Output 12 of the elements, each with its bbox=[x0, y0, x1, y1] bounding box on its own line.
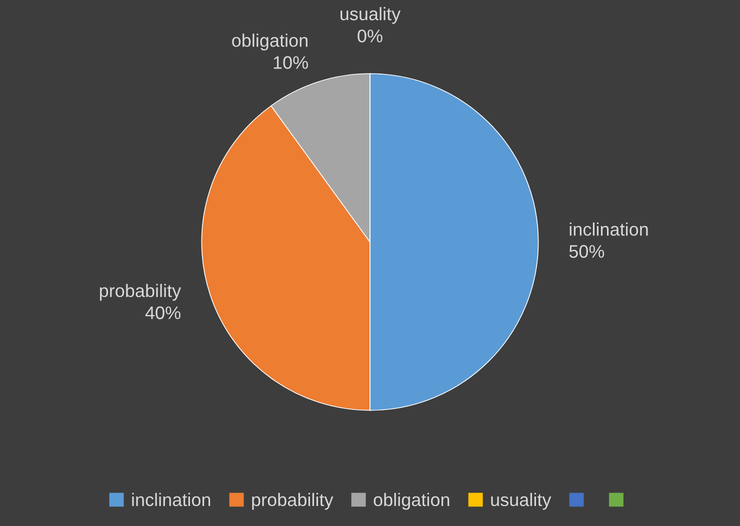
legend-label: obligation bbox=[374, 492, 450, 510]
slice-label: probability bbox=[100, 284, 182, 301]
category-label: usuality bbox=[340, 7, 401, 24]
text: 0% bbox=[358, 30, 382, 42]
legend-label: usuality bbox=[491, 492, 552, 510]
legend-label: probability bbox=[252, 492, 334, 510]
data-label: 50% bbox=[569, 245, 604, 258]
slice-label: inclination bbox=[570, 222, 648, 236]
slice-label: obligation bbox=[232, 34, 308, 50]
data-label: 10% bbox=[274, 56, 308, 69]
data-label: 40% bbox=[145, 306, 180, 320]
legend-label: inclination bbox=[132, 492, 210, 506]
